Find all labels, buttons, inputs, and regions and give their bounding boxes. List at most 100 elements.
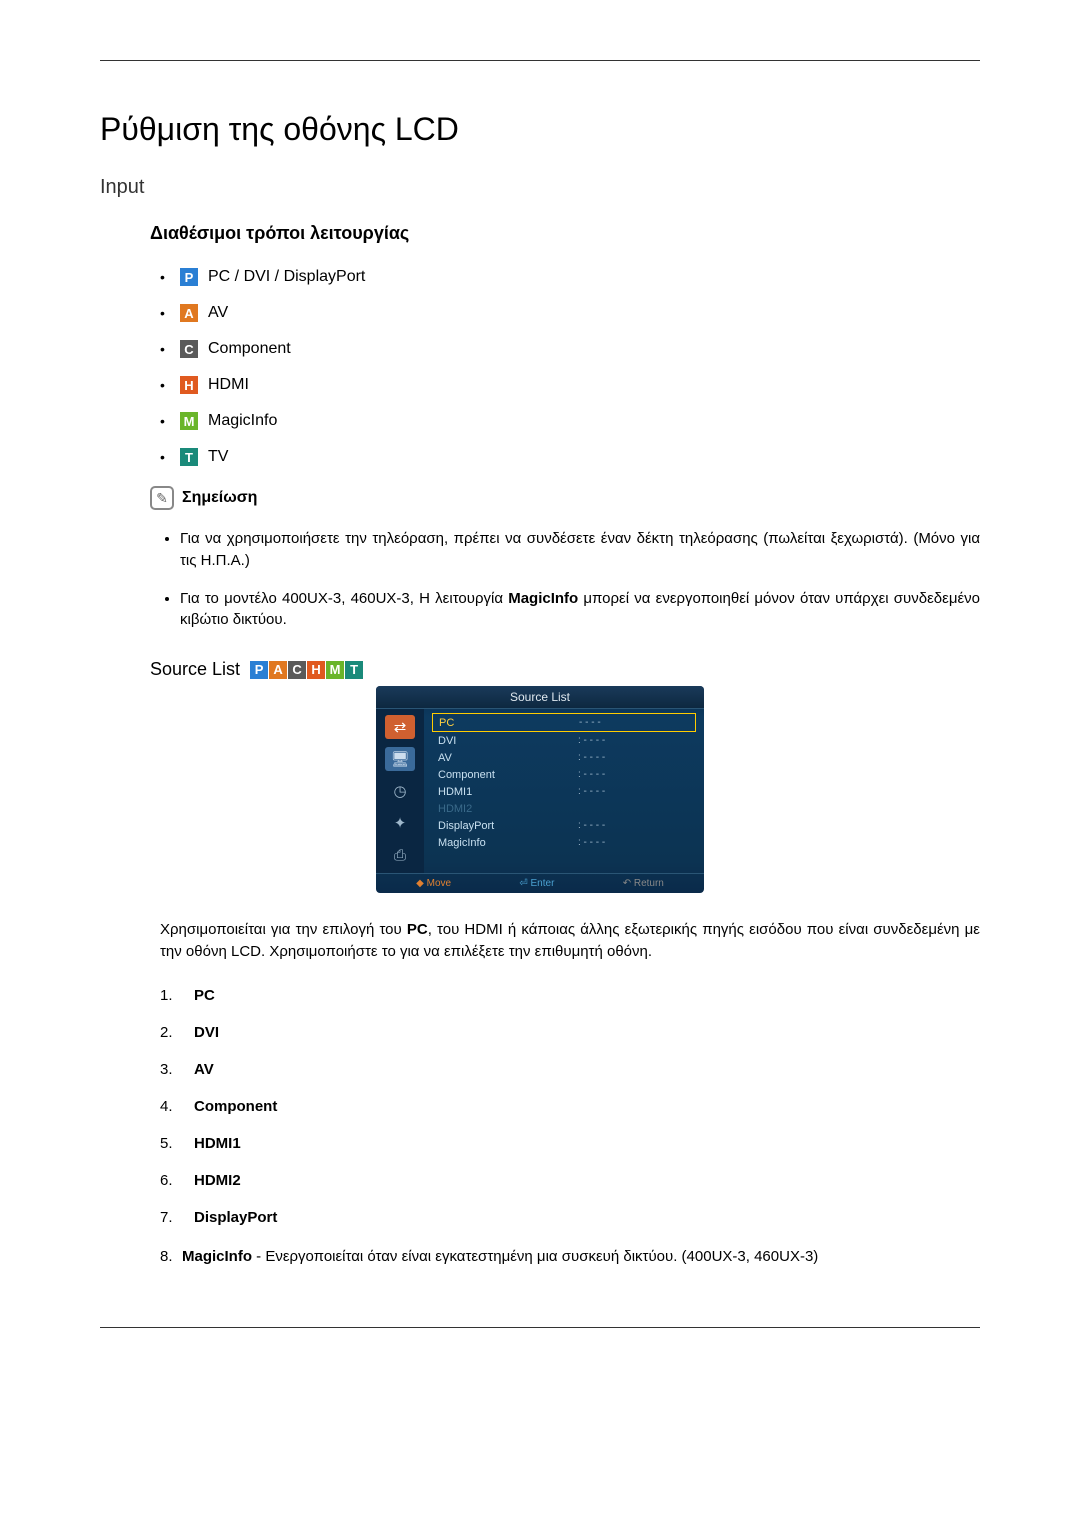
list-item: 1. PC (160, 987, 980, 1004)
osd-footer: ◆ Move ⏎ Enter ↶ Return (376, 873, 704, 893)
item-number: 2. (160, 1024, 180, 1041)
osd-body: ⇄ 🖥 ◷ ✦ ⎙ PC- - - -DVI: - - - -AV: - - -… (376, 709, 704, 873)
osd-return-hint: ↶ Return (623, 878, 664, 889)
note-bold: MagicInfo (508, 590, 578, 607)
mode-item-magicinfo: • M MagicInfo (160, 412, 980, 430)
osd-icon-time: ◷ (385, 779, 415, 803)
mode-item-pc: • P PC / DVI / DisplayPort (160, 268, 980, 286)
document-page: Ρύθμιση της οθόνης LCD Input Διαθέσιμοι … (100, 60, 980, 1328)
osd-item-name: HDMI2 (438, 803, 518, 815)
osd-item-name: MagicInfo (438, 837, 518, 849)
note-item: Για το μοντέλο 400UX-3, 460UX-3, Η λειτο… (180, 588, 980, 632)
list-item: 7. DisplayPort (160, 1209, 980, 1226)
osd-source-item: PC - - - - (432, 713, 696, 732)
osd-icon-multi: ⎙ (385, 843, 415, 867)
osd-screenshot: Source List ⇄ 🖥 ◷ ✦ ⎙ PC- - - -DVI: - - … (100, 686, 980, 893)
m-badge-icon: M (180, 412, 198, 430)
list-item: 3. AV (160, 1061, 980, 1078)
source-list-title: Source List (150, 659, 240, 680)
mode-label: TV (208, 448, 228, 466)
item-number: 6. (160, 1172, 180, 1189)
mode-label: MagicInfo (208, 412, 277, 430)
osd-source-item: AV : - - - - (432, 749, 696, 766)
item-label: PC (194, 987, 215, 1004)
desc-text: Χρησιμοποιείται για την επιλογή του (160, 921, 407, 938)
note-label: Σημείωση (182, 489, 257, 507)
item-label: DisplayPort (194, 1209, 277, 1226)
source-list-description: Χρησιμοποιείται για την επιλογή του PC, … (160, 919, 980, 963)
item-label: MagicInfo (182, 1248, 252, 1265)
item-desc: - Ενεργοποιείται όταν είναι εγκατεστημέν… (252, 1248, 818, 1265)
mode-item-component: • C Component (160, 340, 980, 358)
page-title: Ρύθμιση της οθόνης LCD (100, 111, 980, 148)
list-item: 4. Component (160, 1098, 980, 1115)
bullet-icon: • (160, 377, 170, 393)
note-icon: ✎ (150, 486, 174, 510)
mode-label: PC / DVI / DisplayPort (208, 268, 365, 286)
c-badge-icon: C (288, 661, 306, 679)
t-badge-icon: T (180, 448, 198, 466)
c-badge-icon: C (180, 340, 198, 358)
item-label: HDMI2 (194, 1172, 241, 1189)
osd-icon-setup: ✦ (385, 811, 415, 835)
osd-item-value: : - - - - (578, 786, 605, 798)
h-badge-icon: H (307, 661, 325, 679)
source-numbered-list: 1.PC 2.DVI 3.AV 4.Component 5.HDMI1 6.HD… (160, 987, 980, 1268)
osd-source-item: MagicInfo : - - - - (432, 834, 696, 851)
list-item: 6. HDMI2 (160, 1172, 980, 1189)
item-number: 8. (160, 1246, 182, 1268)
item-label: Component (194, 1098, 277, 1115)
item-number: 7. (160, 1209, 180, 1226)
section-input-heading: Input (100, 176, 980, 199)
bullet-icon: • (160, 413, 170, 429)
note-item: Για να χρησιμοποιήσετε την τηλεόραση, πρ… (180, 528, 980, 572)
list-item: 5. HDMI1 (160, 1135, 980, 1152)
modes-heading: Διαθέσιμοι τρόποι λειτουργίας (150, 223, 980, 244)
bullet-icon: • (160, 269, 170, 285)
item-number: 4. (160, 1098, 180, 1115)
mode-item-av: • A AV (160, 304, 980, 322)
item-number: 1. (160, 987, 180, 1004)
osd-item-value: : - - - - (578, 820, 605, 832)
osd-item-name: HDMI1 (438, 786, 518, 798)
h-badge-icon: H (180, 376, 198, 394)
source-list-heading-row: Source List P A C H M T (150, 659, 980, 680)
badge-strip: P A C H M T (250, 661, 363, 679)
mode-label: AV (208, 304, 228, 322)
osd-source-item: HDMI2 (432, 800, 696, 817)
mode-label: Component (208, 340, 291, 358)
osd-icon-input: ⇄ (385, 715, 415, 739)
p-badge-icon: P (180, 268, 198, 286)
item-number: 5. (160, 1135, 180, 1152)
osd-item-name: PC (439, 717, 519, 729)
osd-item-name: Component (438, 769, 518, 781)
item-number: 3. (160, 1061, 180, 1078)
note-list: Για να χρησιμοποιήσετε την τηλεόραση, πρ… (180, 528, 980, 631)
osd-enter-hint: ⏎ Enter (519, 878, 554, 889)
osd-item-list: PC- - - -DVI: - - - -AV: - - - -Componen… (424, 709, 704, 873)
osd-item-name: AV (438, 752, 518, 764)
item-label: AV (194, 1061, 214, 1078)
osd-left-rail: ⇄ 🖥 ◷ ✦ ⎙ (376, 709, 424, 873)
osd-item-name: DisplayPort (438, 820, 518, 832)
p-badge-icon: P (250, 661, 268, 679)
osd-item-value: : - - - - (578, 837, 605, 849)
osd-icon-picture: 🖥 (385, 747, 415, 771)
osd-item-value: : - - - - (578, 752, 605, 764)
a-badge-icon: A (269, 661, 287, 679)
mode-item-hdmi: • H HDMI (160, 376, 980, 394)
osd-item-value: - - - - (579, 717, 601, 729)
bullet-icon: • (160, 449, 170, 465)
t-badge-icon: T (345, 661, 363, 679)
a-badge-icon: A (180, 304, 198, 322)
mode-item-tv: • T TV (160, 448, 980, 466)
osd-panel: Source List ⇄ 🖥 ◷ ✦ ⎙ PC- - - -DVI: - - … (376, 686, 704, 893)
m-badge-icon: M (326, 661, 344, 679)
osd-source-item: HDMI1 : - - - - (432, 783, 696, 800)
osd-source-item: DisplayPort : - - - - (432, 817, 696, 834)
osd-header: Source List (376, 686, 704, 709)
item-label: HDMI1 (194, 1135, 241, 1152)
osd-item-name: DVI (438, 735, 518, 747)
osd-source-item: DVI: - - - - (432, 732, 696, 749)
bullet-icon: • (160, 341, 170, 357)
